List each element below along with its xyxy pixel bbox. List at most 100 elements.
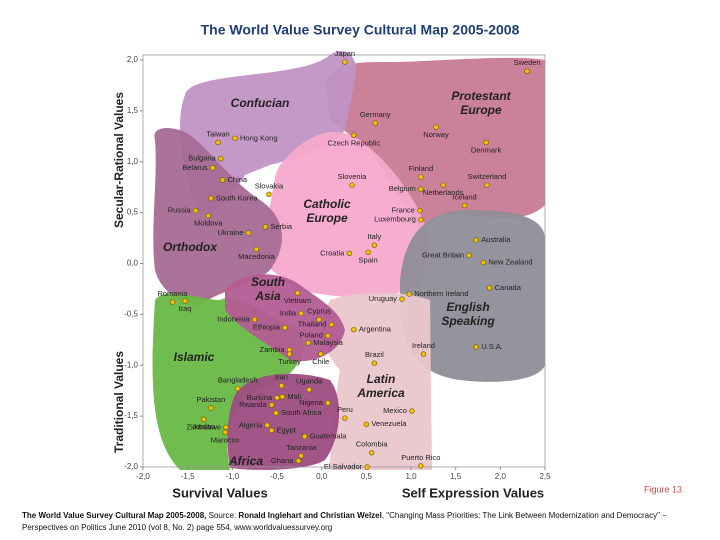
region-shape (227, 373, 340, 470)
point-label: Argentina (359, 325, 392, 334)
point (193, 207, 199, 214)
region-shape (323, 292, 432, 470)
point-label: Cyprus (307, 306, 331, 315)
point (363, 421, 370, 427)
point-label: Macedonia (238, 252, 276, 261)
point-label: Slovakia (255, 181, 284, 190)
y-tick-label: -1,5 (124, 411, 138, 420)
point (274, 395, 280, 401)
point (325, 400, 331, 406)
point-label: Canada (495, 283, 522, 292)
point (182, 298, 188, 304)
point (234, 385, 241, 392)
point (342, 415, 348, 421)
x-tick-label: 1,0 (405, 472, 417, 481)
plot-frame (142, 54, 546, 468)
point-label: Great Britain (422, 250, 464, 259)
point-label: Malaysia (313, 338, 343, 347)
x-axis-title: Survival Values (172, 485, 267, 500)
point-label: Burkina (247, 393, 273, 402)
point (433, 124, 439, 130)
point-label: Northern Ireland (414, 289, 468, 298)
point-label: Netherlands (423, 188, 464, 197)
point (286, 351, 293, 357)
point (440, 182, 446, 188)
point (418, 174, 424, 180)
point-label: Marocco (211, 435, 240, 444)
point-label: Taiwan (206, 129, 229, 138)
point (251, 316, 258, 323)
point (232, 135, 238, 142)
caption-source: Source: (208, 511, 237, 520)
point-label: Indonesia (217, 314, 250, 323)
point (325, 333, 331, 339)
point-label: Australia (481, 235, 511, 244)
point-label: Iceland (453, 192, 477, 201)
point (365, 249, 371, 256)
point (205, 212, 211, 219)
point (278, 382, 285, 389)
point-label: Puerto Rico (401, 453, 440, 462)
region-labels: Confucian Protestant Europe Catholic Europ… (163, 89, 512, 468)
x-tick-label: -0,5 (270, 472, 284, 481)
point-label: Italy (367, 232, 381, 241)
point (264, 422, 270, 428)
point (262, 224, 269, 230)
point (245, 230, 252, 236)
y-axis-title: Secular-Rational Values (112, 92, 126, 228)
x-tick-label: -1,5 (181, 472, 195, 481)
point-label: Peru (337, 405, 353, 414)
point (418, 463, 424, 469)
point-label: Vietnam (284, 296, 311, 305)
point (328, 321, 335, 328)
point (406, 291, 412, 297)
point-label: India (280, 308, 297, 317)
point-label: Spain (359, 255, 378, 264)
point (486, 285, 493, 291)
x-axis-title: Self Expression Values (402, 485, 544, 500)
region-label: Islamic (174, 350, 215, 364)
point (208, 405, 214, 411)
y-tick-label: 0,5 (127, 208, 139, 217)
y-tick-label: 0,0 (127, 259, 139, 268)
point-label: South Korea (216, 193, 259, 202)
region-label: English Speaking (441, 300, 495, 328)
point (273, 410, 279, 416)
point (484, 182, 490, 188)
point (473, 237, 479, 243)
region-label: Africa (228, 454, 263, 468)
point-label: Thailand (298, 320, 327, 329)
point-label: Mexico (383, 406, 407, 415)
point (306, 386, 312, 393)
region-shape (225, 274, 345, 362)
point (268, 402, 275, 408)
region-label: Protestant Europe (451, 89, 511, 117)
point-label: Ireland (412, 341, 435, 350)
point (342, 59, 348, 65)
point-label: Bulgaria (188, 154, 216, 163)
y-tick-label: -0,5 (124, 309, 138, 318)
point-label: Colombia (356, 440, 389, 449)
point-label: Venezuela (371, 419, 407, 428)
point (372, 120, 378, 126)
point-label: Poland (300, 331, 323, 340)
y-tick-label: 1,0 (127, 157, 139, 166)
point (318, 351, 324, 357)
point-label: Ukraine (218, 228, 244, 237)
point (294, 290, 301, 296)
point (298, 453, 304, 459)
point-label: Sweden (514, 58, 541, 67)
point-label: Croatia (320, 248, 345, 257)
point (268, 427, 275, 434)
point-label: Egypt (277, 425, 297, 434)
x-tick-label: 2,0 (495, 472, 507, 481)
caption-authors: Ronald Inglehart and Christian Welzel (238, 511, 382, 520)
point-label: Germany (360, 110, 391, 119)
point-label: Jordan (192, 422, 215, 431)
point-label: Nigeria (299, 398, 324, 407)
point-label: Finland (409, 164, 434, 173)
y-tick-label: 1,5 (127, 106, 139, 115)
x-tick-label: -1,0 (225, 472, 239, 481)
point-label: Mali (287, 392, 301, 401)
point (282, 324, 288, 331)
